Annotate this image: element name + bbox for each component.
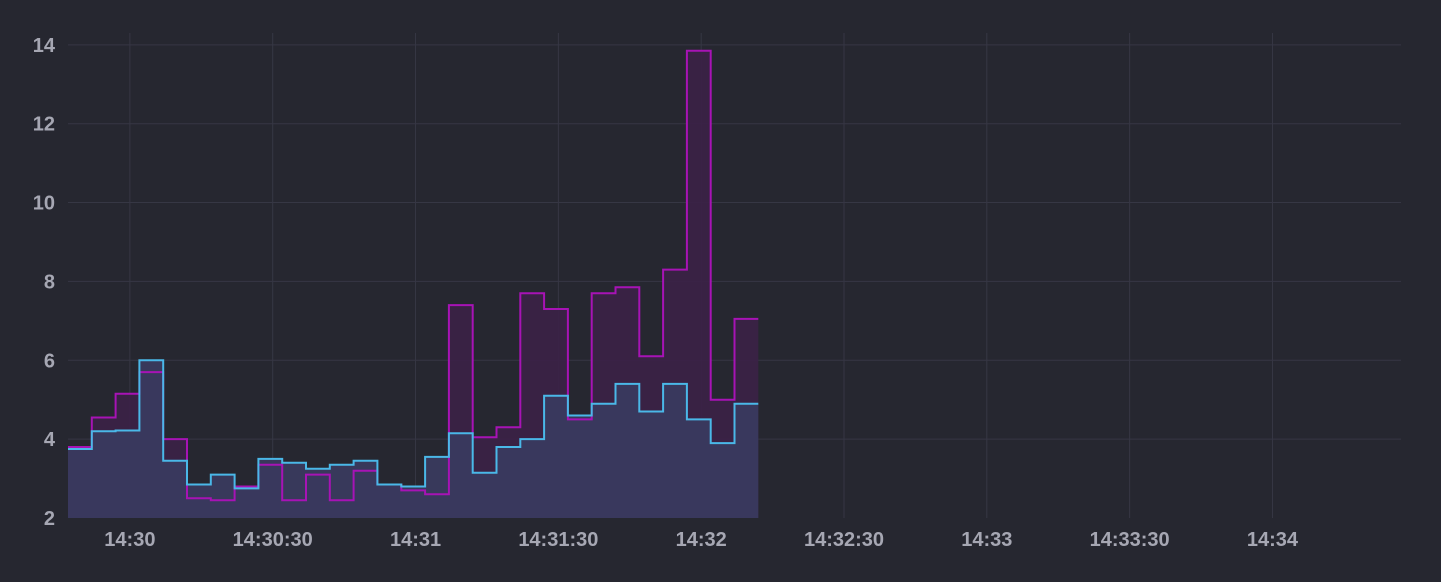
series-2-line	[68, 359, 759, 490]
y-tick-label: 14	[33, 35, 56, 57]
x-tick-label: 14:31	[390, 529, 441, 551]
y-tick-label: 4	[44, 429, 56, 451]
y-axis-ticks: 2 4 6 8 10 12 14	[33, 35, 56, 530]
x-tick-label: 14:32	[676, 529, 727, 551]
y-tick-label: 6	[44, 350, 55, 372]
x-tick-label: 14:34	[1247, 529, 1299, 551]
x-tick-label: 14:32:30	[804, 529, 884, 551]
x-tick-label: 14:30:30	[233, 529, 313, 551]
y-tick-label: 12	[33, 114, 55, 136]
series-lines	[68, 49, 759, 502]
x-tick-label: 14:31:30	[518, 529, 598, 551]
y-tick-label: 2	[44, 508, 55, 530]
series-areas	[68, 50, 759, 518]
y-tick-label: 10	[33, 193, 55, 215]
x-tick-label: 14:33	[961, 529, 1012, 551]
x-tick-label: 14:30	[104, 529, 155, 551]
x-tick-label: 14:33:30	[1090, 529, 1170, 551]
x-axis-ticks: 14:30 14:30:30 14:31 14:31:30 14:32 14:32:30 1…	[104, 529, 1299, 551]
y-tick-label: 8	[44, 271, 55, 293]
series-2-area	[68, 360, 759, 518]
